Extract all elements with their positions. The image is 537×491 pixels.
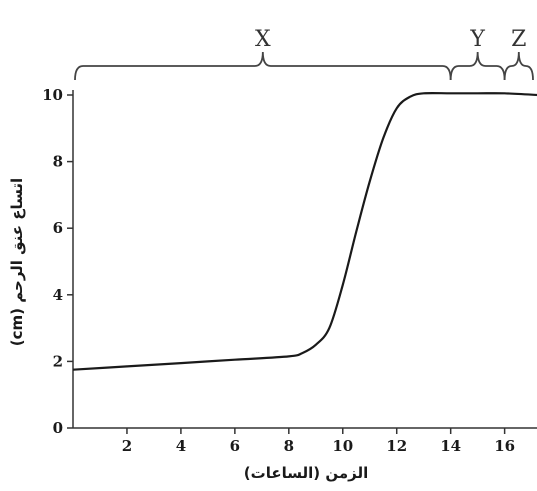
x-tick-label: 14 [440,437,461,455]
y-tick-label: 8 [53,153,63,171]
x-tick-label: 16 [494,437,515,455]
phase-label: Z [511,27,526,52]
x-tick-label: 2 [122,437,132,455]
x-tick-label: 12 [386,437,407,455]
y-tick-label: 4 [53,286,63,304]
phase-brace [503,51,534,81]
x-tick-label: 8 [284,437,294,455]
x-tick-label: 6 [230,437,240,455]
phase-label: Y [469,27,485,52]
x-tick-label: 4 [176,437,186,455]
y-tick-label: 6 [53,219,63,237]
phase-label: X [255,27,271,52]
y-tick-label: 2 [53,352,63,370]
x-tick-label: 10 [332,437,353,455]
y-tick-label: 10 [42,86,63,104]
series-line [72,91,537,371]
phase-braces: X Y Z [74,27,534,81]
y-tick-label: 0 [53,419,63,437]
phase-brace [74,51,452,81]
axes [72,90,537,429]
ticks: 0 2 4 6 8 10 2 4 6 8 10 12 14 16 [42,86,515,455]
x-axis-title: الزمن (الساعات) [244,464,368,482]
series [72,91,537,371]
phase-brace [449,51,506,81]
y-axis-title: اتساع عنق الرحم (cm) [8,178,26,346]
